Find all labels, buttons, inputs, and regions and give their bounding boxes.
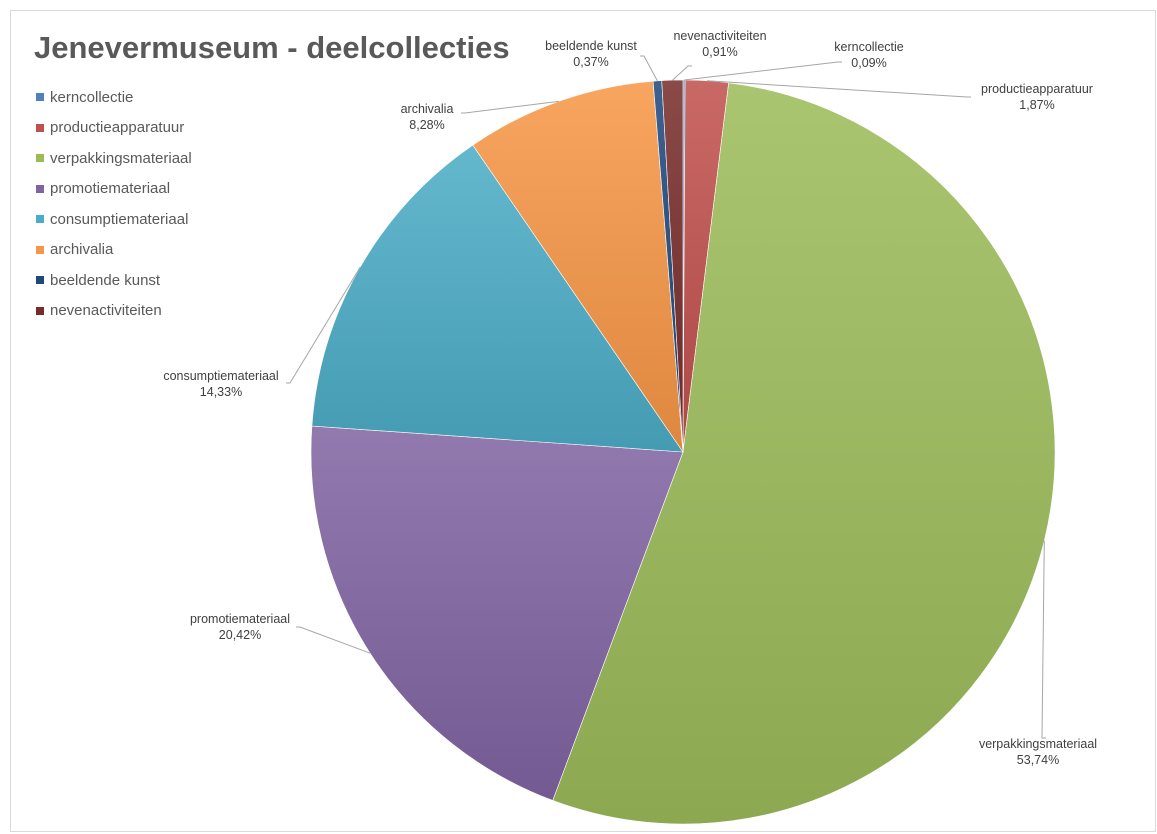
data-label-name-promotiemateriaal: promotiemateriaal — [190, 612, 290, 626]
pie-slice-promotiemateriaal — [310, 425, 684, 801]
data-label-value-verpakkingsmateriaal: 53,74% — [1017, 753, 1059, 767]
data-label-value-beeldende-kunst: 0,37% — [573, 55, 608, 69]
data-label-value-kerncollectie: 0,09% — [851, 56, 886, 70]
data-label-value-consumptiemateriaal: 14,33% — [200, 385, 242, 399]
leader-line-beeldende-kunst — [640, 55, 658, 82]
legend-label: beeldende kunst — [50, 271, 161, 289]
legend-item-archivalia: archivalia — [36, 235, 192, 266]
pie-slice-verpakkingsmateriaal — [552, 82, 1056, 825]
data-label-name-nevenactiviteiten: nevenactiviteiten — [673, 29, 766, 43]
data-label-name-consumptiemateriaal: consumptiemateriaal — [163, 369, 278, 383]
leader-line-kerncollectie — [684, 61, 842, 81]
legend-item-beeldende-kunst: beeldende kunst — [36, 265, 192, 296]
legend-swatch — [36, 93, 44, 102]
leader-line-productieapparatuur — [706, 80, 971, 98]
legend-item-consumptiemateriaal: consumptiemateriaal — [36, 204, 192, 235]
legend-swatch — [36, 306, 44, 315]
leader-line-nevenactiviteiten — [672, 65, 692, 81]
legend-item-promotiemateriaal: promotiemateriaal — [36, 174, 192, 205]
data-label-name-verpakkingsmateriaal: verpakkingsmateriaal — [979, 737, 1097, 751]
data-label-name-kerncollectie: kerncollectie — [834, 40, 904, 54]
data-label-value-archivalia: 8,28% — [409, 118, 444, 132]
leader-line-archivalia — [461, 100, 559, 114]
data-label-value-nevenactiviteiten: 0,91% — [702, 45, 737, 59]
legend-swatch — [36, 276, 44, 285]
data-label-name-productieapparatuur: productieapparatuur — [981, 82, 1093, 96]
data-label-name-archivalia: archivalia — [401, 102, 454, 116]
legend-label: kerncollectie — [50, 88, 134, 106]
leader-line-consumptiemateriaal — [286, 266, 361, 384]
chart-title: Jenevermuseum - deelcollecties — [34, 30, 510, 65]
legend-item-verpakkingsmateriaal: verpakkingsmateriaal — [36, 143, 192, 174]
legend-label: consumptiemateriaal — [50, 210, 189, 228]
data-label-value-promotiemateriaal: 20,42% — [219, 628, 261, 642]
legend-label: promotiemateriaal — [50, 180, 171, 198]
legend-item-kerncollectie: kerncollectie — [36, 82, 192, 113]
data-label-value-productieapparatuur: 1,87% — [1019, 98, 1054, 112]
legend-swatch — [36, 184, 44, 193]
legend-swatch — [36, 245, 44, 254]
legend-label: productieapparatuur — [50, 119, 185, 137]
leader-line-verpakkingsmateriaal — [1041, 540, 1046, 739]
legend-label: verpakkingsmateriaal — [50, 149, 192, 167]
leader-line-promotiemateriaal — [296, 626, 371, 654]
legend-swatch — [36, 154, 44, 163]
legend-item-nevenactiviteiten: nevenactiviteiten — [36, 296, 192, 327]
legend-item-productieapparatuur: productieapparatuur — [36, 113, 192, 144]
legend-swatch — [36, 215, 44, 224]
legend-swatch — [36, 123, 44, 132]
chart-legend: kerncollectie productieapparatuur verpak… — [36, 82, 192, 326]
data-label-name-beeldende-kunst: beeldende kunst — [545, 39, 637, 53]
legend-label: nevenactiviteiten — [50, 302, 162, 320]
legend-label: archivalia — [50, 241, 114, 259]
